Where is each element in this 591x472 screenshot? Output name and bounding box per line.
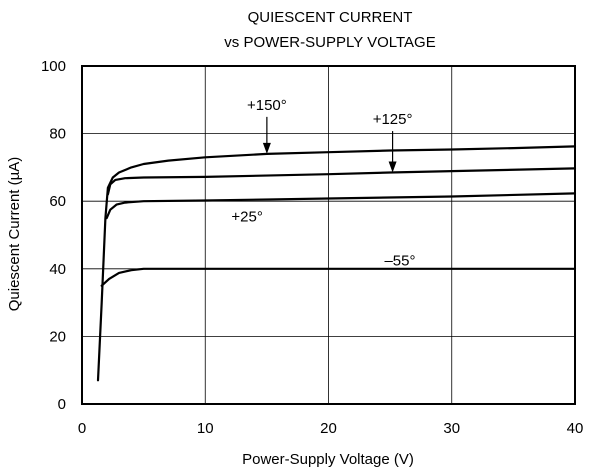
y-axis-label: Quiescent Current (µA): [6, 157, 23, 312]
series-lines: [96, 145, 577, 382]
x-axis-label: Power-Supply Voltage (V): [242, 451, 414, 468]
y-tick-label: 40: [49, 261, 66, 278]
grid: [82, 66, 575, 404]
series-label-25: +25°: [231, 208, 262, 225]
x-tick-label: 30: [443, 420, 460, 437]
y-tick-label: 100: [41, 58, 66, 75]
chart-subtitle: vs POWER-SUPPLY VOLTAGE: [224, 34, 435, 51]
x-tick-label: 0: [78, 420, 86, 437]
y-tick-label: 0: [58, 396, 66, 413]
x-tick-label: 10: [197, 420, 214, 437]
series-line-150: [96, 145, 577, 382]
y-tick-label: 80: [49, 126, 66, 143]
series-line-25: [105, 192, 577, 220]
plot-frame: [81, 65, 576, 405]
y-tick-label: 20: [49, 328, 66, 345]
tick-labels: 0 10 20 30 40 0 20 40 60 80 100: [41, 58, 583, 437]
x-tick-label: 40: [567, 420, 584, 437]
series-line-125: [106, 167, 577, 196]
series-label-125: +125°: [373, 111, 413, 128]
x-tick-label: 20: [320, 420, 337, 437]
series-label-150: +150°: [247, 97, 287, 114]
arrow-125: [388, 131, 397, 173]
series-label-55: –55°: [384, 252, 415, 269]
annotations: +150° +125° +25° –55°: [231, 97, 415, 269]
series-line-55: [100, 267, 577, 287]
arrow-150: [262, 116, 271, 154]
y-tick-label: 60: [49, 193, 66, 210]
chart-title: QUIESCENT CURRENT: [248, 9, 413, 26]
